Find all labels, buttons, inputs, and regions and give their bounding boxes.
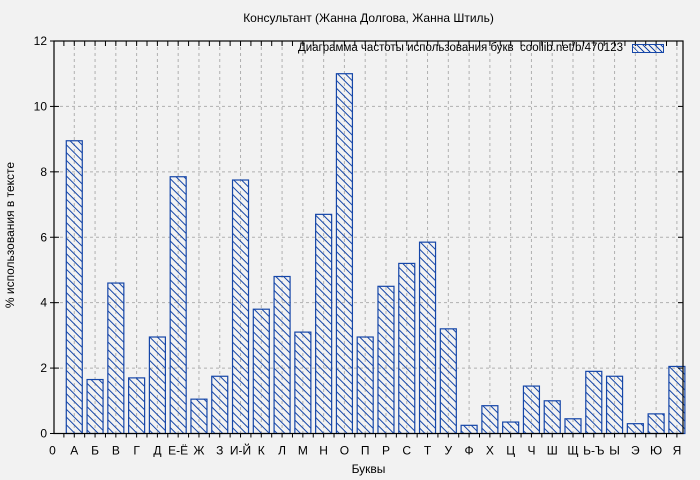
x-tick-label: П bbox=[361, 444, 370, 458]
y-tick-label: 12 bbox=[34, 34, 48, 48]
bar-Ц bbox=[502, 421, 520, 435]
y-tick-label: 6 bbox=[40, 230, 47, 244]
x-tick-label: К bbox=[258, 444, 265, 458]
bar-Ч bbox=[522, 385, 541, 435]
bar-Б bbox=[86, 378, 104, 435]
bar-Э bbox=[626, 423, 644, 435]
x-tick-label: Щ bbox=[567, 444, 578, 458]
legend-label: Диаграмма частоты использования букв coo… bbox=[297, 42, 623, 54]
bar-А bbox=[65, 140, 83, 435]
y-tick-label: 0 bbox=[40, 427, 47, 441]
x-tick-label: Э bbox=[631, 444, 640, 458]
bar-Т bbox=[418, 241, 437, 435]
x-tick-label: Ж bbox=[193, 444, 204, 458]
bar-Щ bbox=[564, 418, 582, 435]
x-tick-label: И-Й bbox=[230, 443, 251, 458]
x-tick-label: Ы bbox=[609, 444, 620, 458]
bar-Е-Ё bbox=[169, 176, 187, 435]
x-origin-label: 0 bbox=[49, 444, 56, 458]
bar-Ж bbox=[190, 398, 208, 435]
bar-Л bbox=[273, 275, 291, 435]
bar-Д bbox=[148, 336, 166, 435]
y-tick-label: 4 bbox=[40, 296, 47, 310]
x-tick-label: Ц bbox=[506, 444, 515, 458]
x-tick-label: О bbox=[340, 444, 349, 458]
bar-У bbox=[439, 328, 457, 435]
bar-Ы bbox=[605, 375, 624, 435]
chart-title: Консультант (Жанна Долгова, Жанна Штиль) bbox=[243, 11, 494, 25]
legend: Диаграмма частоты использования букв coo… bbox=[298, 41, 664, 55]
x-tick-label: Б bbox=[91, 444, 99, 458]
x-tick-label: У bbox=[445, 444, 453, 458]
x-tick-label: Ч bbox=[527, 444, 535, 458]
x-tick-label: Г bbox=[133, 444, 140, 458]
bar-П bbox=[356, 336, 374, 435]
bar-И-Й bbox=[231, 179, 250, 435]
x-tick-label: Н bbox=[319, 444, 328, 458]
x-tick-label: Т bbox=[424, 444, 432, 458]
x-tick-label: Ь-Ъ bbox=[583, 444, 604, 458]
bar-О bbox=[335, 73, 354, 435]
bar-К bbox=[252, 308, 270, 435]
x-axis-label: Буквы bbox=[351, 462, 386, 476]
x-tick-label: Д bbox=[153, 444, 161, 458]
bar-Н bbox=[315, 213, 333, 435]
y-tick-label: 10 bbox=[34, 99, 48, 113]
bar-Ю bbox=[647, 413, 665, 435]
bar-З bbox=[211, 375, 229, 435]
x-tick-label: З bbox=[216, 444, 223, 458]
bar-Г bbox=[128, 377, 146, 435]
x-tick-label: Ш bbox=[547, 444, 558, 458]
bar-Ф bbox=[460, 424, 478, 435]
x-tick-label: М bbox=[298, 444, 308, 458]
bar-Х bbox=[481, 405, 499, 435]
bar-Ш bbox=[543, 400, 561, 435]
x-tick-label: Я bbox=[673, 444, 682, 458]
x-tick-label: С bbox=[402, 444, 411, 458]
bar-Р bbox=[377, 285, 395, 435]
bar-М bbox=[294, 331, 312, 435]
x-tick-label: Е-Ё bbox=[168, 444, 188, 458]
x-tick-label: В bbox=[112, 444, 120, 458]
bar-С bbox=[398, 262, 416, 435]
y-tick-label: 8 bbox=[40, 165, 47, 179]
x-tick-label: Л bbox=[278, 444, 286, 458]
x-tick-label: Р bbox=[382, 444, 390, 458]
x-tick-label: А bbox=[70, 444, 78, 458]
x-tick-label: Х bbox=[486, 444, 494, 458]
bar-В bbox=[107, 282, 125, 435]
legend-swatch bbox=[632, 43, 664, 53]
bar-Ь-Ъ bbox=[585, 370, 603, 435]
x-tick-label: Ф bbox=[465, 444, 474, 458]
y-tick-label: 2 bbox=[40, 361, 47, 375]
x-tick-label: Ю bbox=[650, 444, 662, 458]
